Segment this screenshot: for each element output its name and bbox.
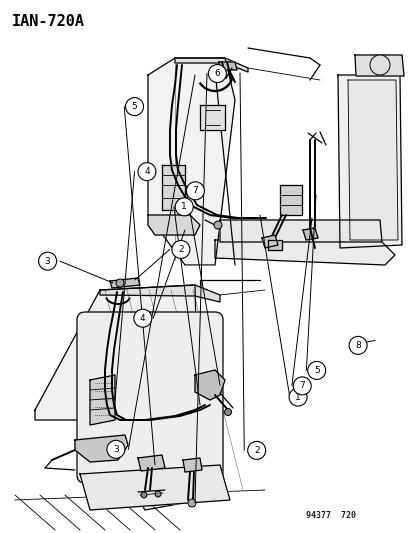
Circle shape <box>141 492 147 498</box>
Circle shape <box>307 361 325 379</box>
Polygon shape <box>100 285 219 302</box>
Polygon shape <box>138 455 165 471</box>
Circle shape <box>154 491 161 497</box>
Polygon shape <box>195 370 224 400</box>
Polygon shape <box>337 75 401 248</box>
Circle shape <box>107 440 125 458</box>
Text: IAN-720A: IAN-720A <box>12 14 85 29</box>
Polygon shape <box>35 285 199 510</box>
Circle shape <box>214 221 221 229</box>
Circle shape <box>133 309 152 327</box>
Text: 7: 7 <box>192 187 198 195</box>
Text: 6: 6 <box>214 69 220 78</box>
Text: 8: 8 <box>354 341 360 350</box>
Circle shape <box>38 252 57 270</box>
Polygon shape <box>75 435 128 462</box>
Circle shape <box>348 336 366 354</box>
Circle shape <box>247 441 265 459</box>
Polygon shape <box>267 240 281 250</box>
Circle shape <box>138 163 156 181</box>
Circle shape <box>175 198 193 216</box>
Text: 2: 2 <box>178 245 183 254</box>
Circle shape <box>369 55 389 75</box>
Text: 7: 7 <box>299 382 304 390</box>
Text: 4: 4 <box>140 314 145 322</box>
Circle shape <box>208 64 226 83</box>
Text: 1: 1 <box>181 203 187 211</box>
Circle shape <box>288 388 306 406</box>
Polygon shape <box>354 55 403 76</box>
Polygon shape <box>218 62 236 70</box>
Polygon shape <box>219 220 381 242</box>
Circle shape <box>292 377 311 395</box>
Text: 5: 5 <box>313 366 319 375</box>
Circle shape <box>171 240 190 259</box>
Text: 94377  720: 94377 720 <box>306 511 356 520</box>
Polygon shape <box>175 58 247 72</box>
Text: 3: 3 <box>113 445 119 454</box>
Polygon shape <box>147 58 235 265</box>
Polygon shape <box>199 105 224 130</box>
Text: 2: 2 <box>253 446 259 455</box>
Polygon shape <box>90 375 115 425</box>
Polygon shape <box>161 165 185 210</box>
Circle shape <box>125 98 143 116</box>
Text: 4: 4 <box>144 167 150 176</box>
Polygon shape <box>80 465 230 510</box>
Polygon shape <box>110 278 140 288</box>
Circle shape <box>186 182 204 200</box>
Circle shape <box>116 279 124 287</box>
Polygon shape <box>214 240 394 265</box>
Polygon shape <box>302 228 317 240</box>
Text: 5: 5 <box>131 102 137 111</box>
Text: 1: 1 <box>294 393 300 401</box>
Polygon shape <box>147 215 199 235</box>
Polygon shape <box>183 458 202 472</box>
Polygon shape <box>279 185 301 215</box>
Circle shape <box>224 408 231 416</box>
Text: 3: 3 <box>45 257 50 265</box>
Polygon shape <box>347 80 397 240</box>
Polygon shape <box>261 235 277 248</box>
Circle shape <box>188 499 195 507</box>
FancyBboxPatch shape <box>77 312 223 483</box>
